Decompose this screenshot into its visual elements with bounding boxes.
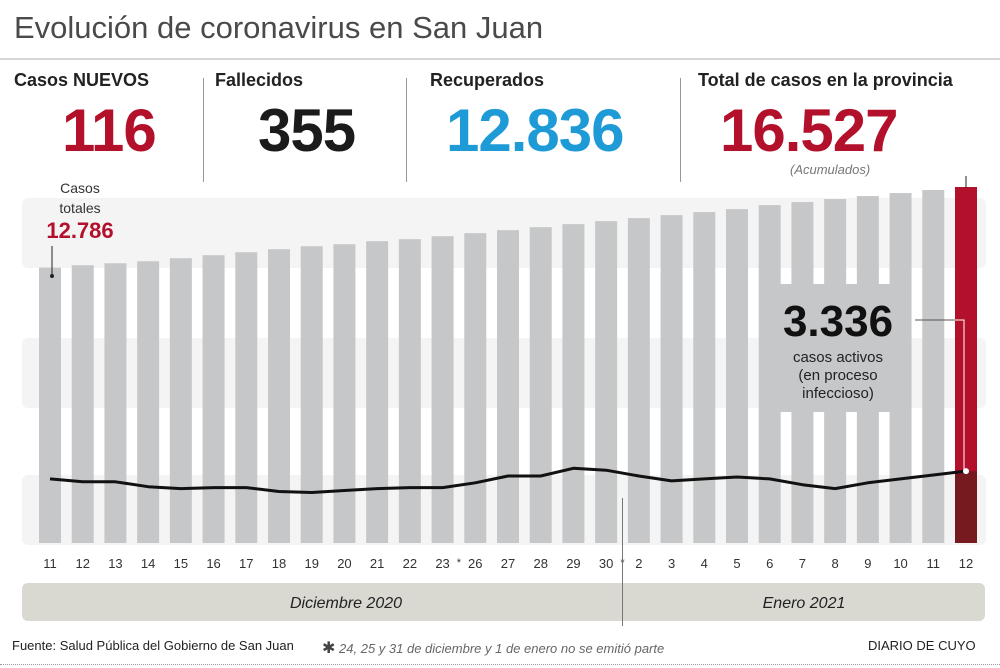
x-tick-label: 8 (832, 556, 839, 571)
page-title: Evolución de coronavirus en San Juan (14, 10, 544, 45)
bar (300, 246, 323, 544)
x-tick-label: 27 (501, 556, 515, 571)
x-tick-label: 4 (701, 556, 708, 571)
x-tick-label: 17 (239, 556, 253, 571)
x-tick-label: 6 (766, 556, 773, 571)
asterisk-icon: ✱ (322, 640, 336, 657)
title-divider (0, 58, 1000, 60)
annotation-label: totales (59, 200, 100, 216)
stat-new-cases-value: 116 (62, 97, 157, 164)
stat-recovered-label: Recuperados (430, 70, 545, 90)
bar (562, 224, 585, 543)
x-tick-label: 22 (403, 556, 417, 571)
bar (693, 212, 716, 543)
x-tick-label: 15 (174, 556, 188, 571)
bar (71, 265, 94, 543)
stat-total-value: 16.527 (720, 97, 899, 164)
x-tick-label: 11 (927, 556, 941, 571)
bar (595, 221, 618, 543)
bar (169, 258, 192, 543)
x-tick-label: 5 (733, 556, 740, 571)
bottom-divider (0, 664, 1000, 665)
month-band (22, 583, 985, 621)
bar (333, 244, 356, 543)
x-tick-label: 10 (893, 556, 907, 571)
x-tick-label: 20 (337, 556, 351, 571)
stat-total-label: Total de casos en la provincia (698, 70, 953, 90)
x-tick-label: 18 (272, 556, 286, 571)
bar (202, 255, 225, 543)
divider (680, 78, 681, 182)
x-tick-label: 11 (43, 556, 57, 571)
source-text: Fuente: Salud Pública del Gobierno de Sa… (12, 638, 294, 653)
brand-name: DIARIO DE CUYO (868, 638, 976, 653)
x-tick-label: 21 (370, 556, 384, 571)
bar (431, 236, 454, 543)
bar (366, 241, 389, 543)
active-cases-value: 3.336 (783, 297, 893, 346)
bar (137, 261, 160, 543)
annotation-dot (50, 274, 54, 278)
first-total-value: 12.786 (46, 218, 113, 243)
bar (922, 190, 945, 543)
x-tick-label: 29 (566, 556, 580, 571)
x-tick-label: 26 (468, 556, 482, 571)
bar (104, 263, 127, 543)
stat-deaths-label: Fallecidos (215, 70, 304, 90)
stat-total-note: (Acumulados) (790, 162, 871, 177)
gap-marker: * (457, 557, 462, 569)
bar (39, 267, 61, 543)
bar (726, 209, 748, 543)
x-tick-label: 13 (108, 556, 122, 571)
stat-deaths-value: 355 (258, 97, 356, 164)
x-tick-label: 30 (599, 556, 613, 571)
x-tick-label: 12 (75, 556, 89, 571)
footnote-text: 24, 25 y 31 de diciembre y 1 de enero no… (339, 641, 665, 656)
stat-new-cases-label: Casos NUEVOS (14, 70, 150, 90)
x-tick-label: 9 (864, 556, 871, 571)
x-tick-label: 3 (668, 556, 675, 571)
bar (529, 227, 552, 544)
x-tick-label: 7 (799, 556, 806, 571)
footnote: ✱ 24, 25 y 31 de diciembre y 1 de enero … (322, 638, 664, 658)
annotation-label: Casos (60, 180, 100, 196)
active-cases-caption: (en proceso (798, 367, 877, 384)
bar (955, 187, 977, 543)
month-label: Diciembre 2020 (290, 595, 402, 612)
divider (203, 78, 204, 182)
x-tick-label: 12 (959, 556, 973, 571)
bar (235, 252, 258, 543)
divider (406, 78, 407, 182)
bar (398, 239, 421, 543)
active-cases-caption: infeccioso) (802, 385, 874, 402)
bar (268, 249, 290, 543)
active-cases-caption: casos activos (793, 349, 883, 366)
bar (627, 218, 650, 543)
x-tick-label: 2 (635, 556, 642, 571)
x-tick-label: 16 (206, 556, 220, 571)
x-tick-label: 19 (304, 556, 318, 571)
month-label: Enero 2021 (763, 595, 846, 612)
x-tick-label: 28 (533, 556, 547, 571)
x-tick-label: 23 (435, 556, 449, 571)
bar (660, 215, 683, 544)
annotation-background (765, 284, 905, 412)
bar (464, 233, 487, 543)
stat-recovered-value: 12.836 (446, 97, 625, 164)
bar (497, 230, 519, 544)
x-tick-label: 14 (141, 556, 155, 571)
active-cases-bar (955, 471, 977, 543)
